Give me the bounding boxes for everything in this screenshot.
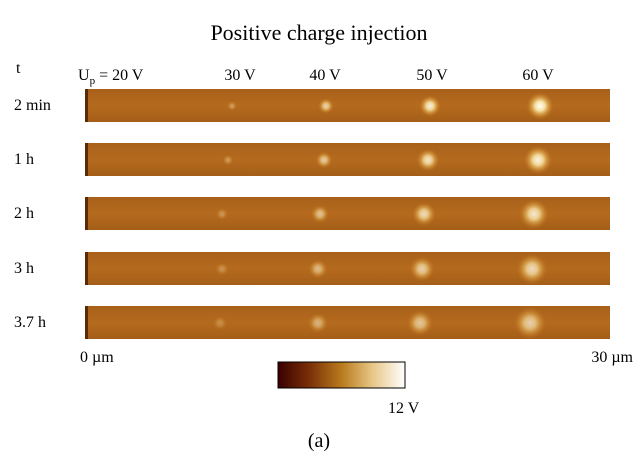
voltage-label: 40 V bbox=[309, 67, 341, 84]
colorbar-max: 12 V bbox=[388, 400, 420, 417]
strip-edge bbox=[85, 252, 88, 285]
charge-spot bbox=[411, 201, 437, 227]
charge-spot bbox=[307, 312, 329, 334]
row-label: 1 h bbox=[14, 151, 34, 168]
charge-spot bbox=[310, 204, 330, 224]
voltage-label: 50 V bbox=[416, 67, 448, 84]
charge-spot bbox=[215, 262, 229, 276]
voltage-label: 60 V bbox=[522, 67, 554, 84]
symbol: U bbox=[78, 67, 90, 84]
charge-spot bbox=[315, 151, 333, 169]
row-label: 2 min bbox=[14, 97, 51, 114]
strip-edge bbox=[85, 89, 88, 122]
strip-edge bbox=[85, 197, 88, 230]
charge-spot bbox=[416, 148, 440, 172]
voltage-header: Up = 20 V bbox=[78, 67, 144, 87]
strip-edge bbox=[85, 143, 88, 176]
charge-spot bbox=[516, 253, 548, 285]
charge-spot bbox=[513, 306, 547, 340]
strip-edge bbox=[85, 306, 88, 339]
voltage-label: 30 V bbox=[224, 67, 256, 84]
charge-spot bbox=[406, 309, 434, 337]
row-label: 3.7 h bbox=[14, 314, 46, 331]
charge-spot bbox=[227, 101, 237, 111]
charge-spot bbox=[526, 92, 554, 120]
title: Positive charge injection bbox=[210, 20, 427, 45]
scale-end: 30 µm bbox=[591, 349, 633, 366]
charge-spot bbox=[318, 98, 334, 114]
voltage-rest: = 20 V bbox=[99, 67, 144, 84]
row-label: 3 h bbox=[14, 260, 34, 277]
subscript: p bbox=[90, 75, 96, 87]
row-label: 2 h bbox=[14, 205, 34, 222]
time-header: t bbox=[16, 60, 21, 77]
charge-spot bbox=[518, 198, 550, 230]
charge-spot bbox=[215, 207, 229, 221]
afm-strip bbox=[85, 89, 610, 122]
scale-start: 0 µm bbox=[80, 349, 114, 366]
charge-spot bbox=[308, 259, 328, 279]
charge-spot bbox=[419, 95, 441, 117]
charge-spot bbox=[409, 256, 435, 282]
charge-spot bbox=[222, 154, 234, 166]
colorbar bbox=[277, 361, 406, 389]
caption: (a) bbox=[308, 430, 330, 452]
charge-spot bbox=[523, 145, 553, 175]
afm-strip bbox=[85, 143, 610, 176]
charge-spot bbox=[212, 315, 228, 331]
image-strips bbox=[85, 89, 610, 340]
